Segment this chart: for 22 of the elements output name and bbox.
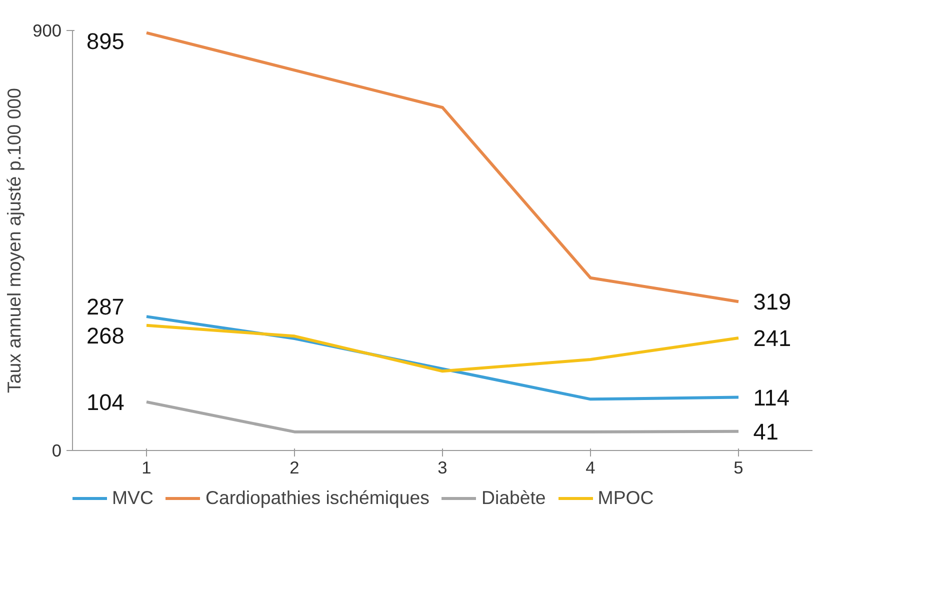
legend-label: Diabète (481, 487, 546, 509)
x-tick-label: 5 (734, 458, 744, 478)
legend-label: MVC (112, 487, 154, 509)
data-label: 104 (86, 388, 124, 415)
x-tick-label: 3 (438, 458, 448, 478)
data-label: 114 (753, 384, 790, 410)
x-tick-label: 1 (142, 458, 152, 478)
legend-label: MPOC (598, 487, 654, 509)
data-label: 268 (86, 322, 124, 348)
y-tick-label: 0 (52, 440, 62, 460)
data-label: 241 (753, 325, 792, 352)
data-label: 41 (753, 418, 779, 444)
x-tick-label: 2 (290, 458, 300, 478)
data-label: 319 (753, 288, 792, 315)
data-label: 895 (86, 28, 124, 54)
line-series (145, 31, 740, 304)
x-tick-label: 4 (586, 458, 596, 478)
line-series (145, 324, 740, 373)
y-tick-label: 900 (32, 20, 62, 40)
y-axis-title: Taux annuel moyen ajusté p.100 000 (4, 88, 25, 393)
data-label: 287 (86, 294, 124, 320)
legend-label: Cardiopathies ischémiques (205, 487, 430, 509)
